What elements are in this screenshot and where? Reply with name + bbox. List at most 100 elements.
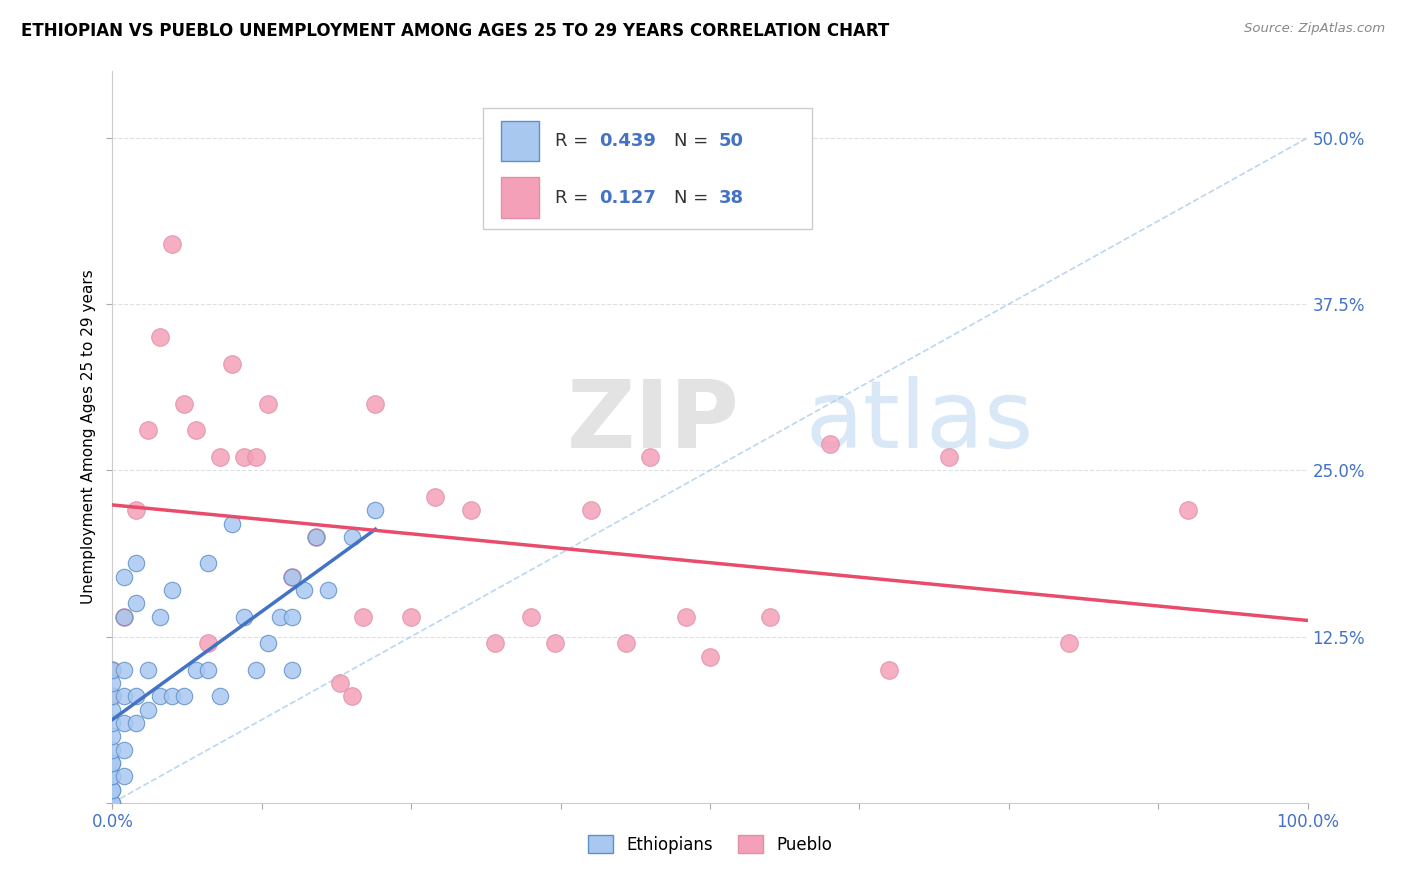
Point <box>101 676 124 690</box>
Point <box>1177 503 1199 517</box>
Text: 0.439: 0.439 <box>599 132 655 150</box>
Point <box>101 796 124 810</box>
Point <box>197 663 219 677</box>
Point <box>340 690 363 704</box>
FancyBboxPatch shape <box>484 108 811 228</box>
Point <box>233 609 256 624</box>
Point <box>125 557 148 571</box>
Point <box>101 703 124 717</box>
Point <box>425 490 447 504</box>
Text: 50: 50 <box>718 132 744 150</box>
Point <box>305 530 328 544</box>
Point <box>316 582 339 597</box>
FancyBboxPatch shape <box>501 178 538 218</box>
Point <box>1057 636 1080 650</box>
Point <box>101 742 124 756</box>
Point <box>699 649 721 664</box>
Point <box>101 756 124 770</box>
Point <box>364 397 387 411</box>
Point <box>616 636 638 650</box>
FancyBboxPatch shape <box>501 120 538 161</box>
Point <box>281 609 304 624</box>
Point <box>162 582 183 597</box>
Point <box>209 690 232 704</box>
Point <box>340 530 363 544</box>
Point <box>364 503 387 517</box>
Point <box>114 609 135 624</box>
Point <box>257 397 280 411</box>
Point <box>460 503 482 517</box>
Point <box>101 782 124 797</box>
Point <box>101 796 124 810</box>
Point <box>197 636 219 650</box>
Point <box>579 503 602 517</box>
Point <box>818 436 841 450</box>
Point <box>114 609 135 624</box>
Point <box>101 729 124 743</box>
Point <box>138 663 160 677</box>
Point <box>879 663 901 677</box>
Point <box>245 450 267 464</box>
Point <box>138 703 160 717</box>
Point <box>209 450 232 464</box>
Text: N =: N = <box>675 132 714 150</box>
Point <box>329 676 352 690</box>
Point <box>197 557 219 571</box>
Point <box>101 782 124 797</box>
Point <box>114 742 135 756</box>
Point <box>245 663 267 677</box>
Point <box>173 690 195 704</box>
Point <box>149 330 172 344</box>
Point <box>114 570 135 584</box>
Point <box>101 769 124 783</box>
Point <box>173 397 195 411</box>
Point <box>221 357 243 371</box>
Point <box>269 609 291 624</box>
Point <box>101 663 124 677</box>
Point <box>101 716 124 731</box>
Point <box>305 530 328 544</box>
Point <box>281 570 304 584</box>
Point <box>257 636 280 650</box>
Point <box>520 609 543 624</box>
Point <box>221 516 243 531</box>
Point <box>101 769 124 783</box>
Point <box>938 450 960 464</box>
Point <box>543 636 565 650</box>
Point <box>114 663 135 677</box>
Text: 0.127: 0.127 <box>599 188 655 207</box>
Point <box>186 663 208 677</box>
Text: R =: R = <box>554 132 593 150</box>
Point <box>125 503 148 517</box>
Text: N =: N = <box>675 188 714 207</box>
Point <box>759 609 782 624</box>
Point <box>125 596 148 610</box>
Point <box>149 609 172 624</box>
Point <box>675 609 697 624</box>
Text: 38: 38 <box>718 188 744 207</box>
Point <box>101 663 124 677</box>
Point <box>162 237 183 252</box>
Point <box>292 582 315 597</box>
Point <box>162 690 183 704</box>
Text: ZIP: ZIP <box>567 376 740 468</box>
Point <box>101 690 124 704</box>
Point <box>138 424 160 438</box>
Point <box>484 636 506 650</box>
Point <box>149 690 172 704</box>
Point <box>114 769 135 783</box>
Point <box>114 690 135 704</box>
Text: atlas: atlas <box>806 376 1033 468</box>
Text: ETHIOPIAN VS PUEBLO UNEMPLOYMENT AMONG AGES 25 TO 29 YEARS CORRELATION CHART: ETHIOPIAN VS PUEBLO UNEMPLOYMENT AMONG A… <box>21 22 890 40</box>
Point <box>640 450 662 464</box>
Point <box>281 570 304 584</box>
Y-axis label: Unemployment Among Ages 25 to 29 years: Unemployment Among Ages 25 to 29 years <box>80 269 96 605</box>
Point <box>353 609 375 624</box>
Point <box>401 609 423 624</box>
Point <box>125 690 148 704</box>
Point <box>101 690 124 704</box>
Point <box>233 450 256 464</box>
Point <box>281 663 304 677</box>
Point <box>114 716 135 731</box>
Text: R =: R = <box>554 188 599 207</box>
